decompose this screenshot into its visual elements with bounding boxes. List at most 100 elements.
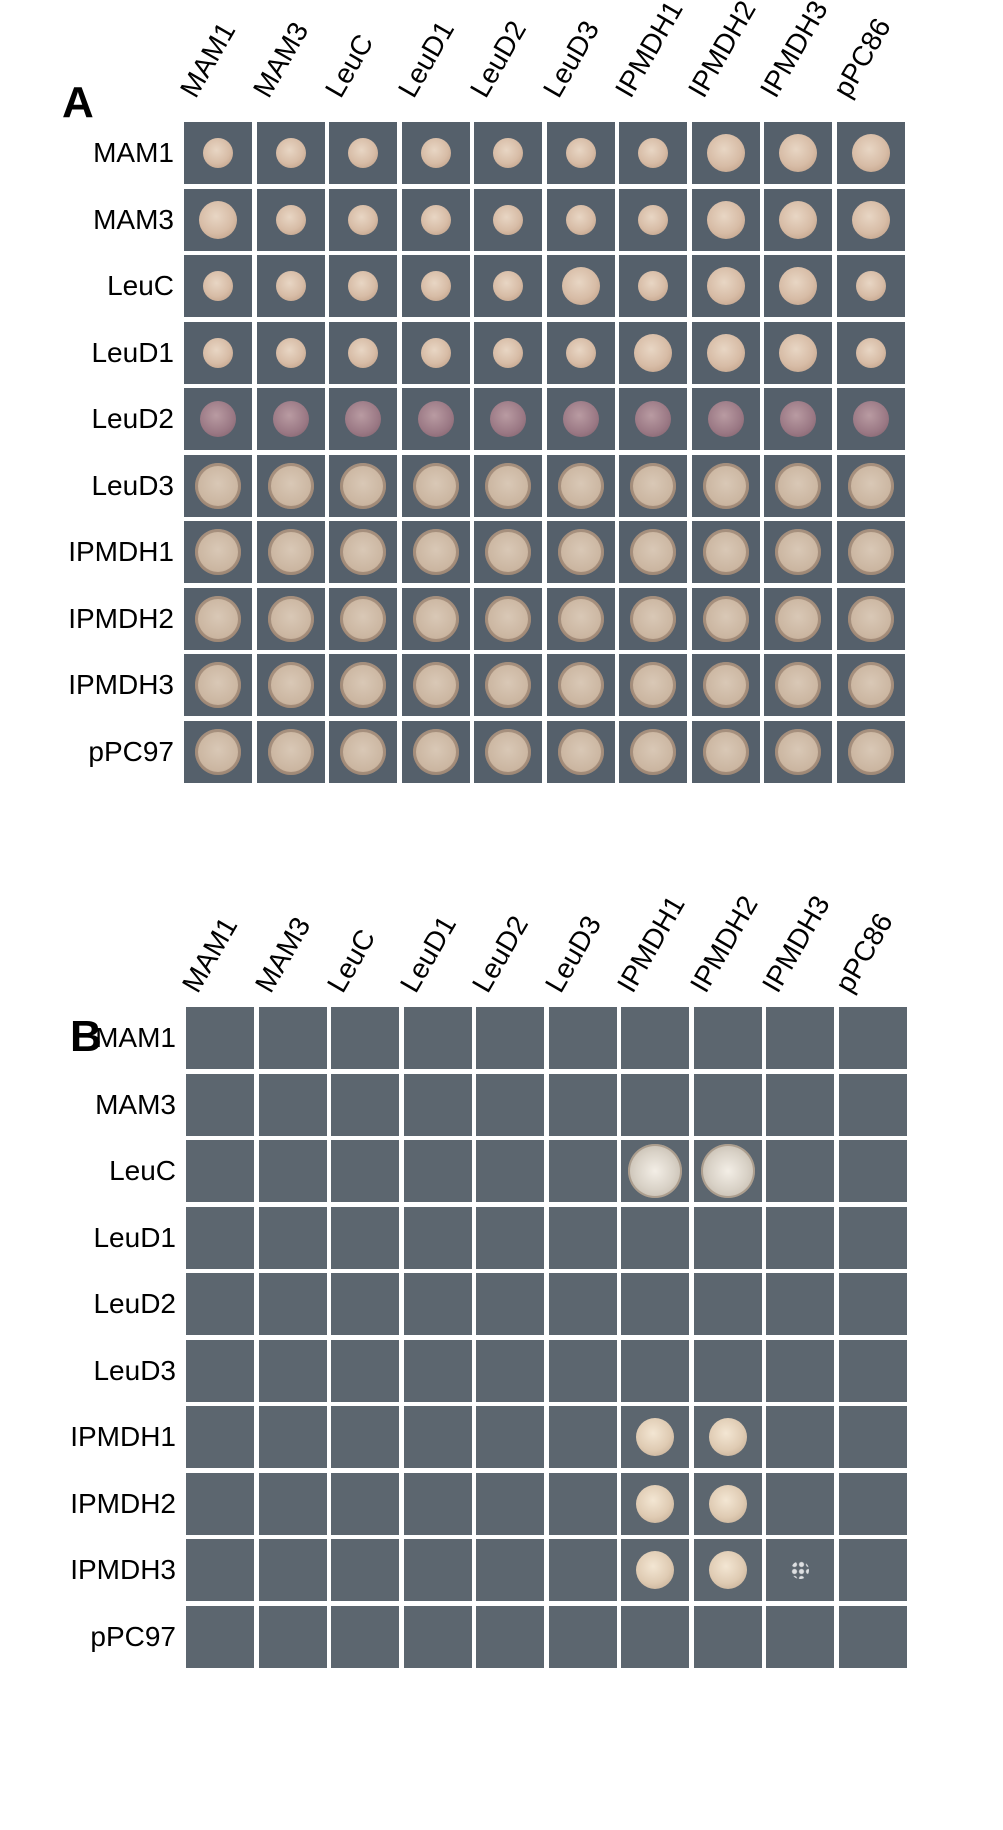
yeast-colony xyxy=(493,204,523,235)
panel-b: B MAM1 MAM3 LeuC LeuD1 LeuD2 LeuD3 IPMDH1 IPMDH… xyxy=(0,890,1003,1830)
yeast-colony xyxy=(340,595,386,642)
plate-cell xyxy=(329,720,397,783)
yeast-colony xyxy=(485,662,531,708)
plate-cell xyxy=(619,388,687,450)
plate-cell xyxy=(619,122,687,184)
yeast-colony xyxy=(638,138,668,168)
plate-cell xyxy=(764,122,832,184)
column-label: MAM1 xyxy=(174,16,242,103)
yeast-colony xyxy=(272,401,309,437)
plate-cell xyxy=(693,1140,762,1202)
yeast-colony xyxy=(485,595,531,642)
plate-cell xyxy=(186,1206,254,1269)
plate-cell xyxy=(691,521,760,583)
plate-cell xyxy=(184,188,252,251)
row-label: MAM3 xyxy=(93,203,174,235)
plate-cell xyxy=(474,321,542,384)
plate-cell xyxy=(838,1339,907,1402)
panel-letter: A xyxy=(62,78,94,127)
plate-cell xyxy=(403,1605,472,1668)
plate-cell xyxy=(621,1073,689,1136)
plate-cell xyxy=(476,1206,544,1269)
plate-cell xyxy=(548,1007,617,1069)
plate-cell xyxy=(619,188,687,251)
column-label: LeuD1 xyxy=(391,15,460,103)
yeast-colony xyxy=(791,1561,809,1579)
plate-cell xyxy=(329,188,397,251)
plate-cell xyxy=(693,1206,762,1269)
plate-cell xyxy=(619,255,687,317)
plate-cell xyxy=(474,188,542,251)
plate-cell xyxy=(258,1206,327,1269)
yeast-colony xyxy=(412,728,459,775)
plate-cell xyxy=(691,454,760,517)
yeast-colony xyxy=(707,401,744,437)
yeast-colony xyxy=(702,662,749,708)
row-label: IPMDH1 xyxy=(68,536,174,567)
yeast-colony xyxy=(708,1484,747,1523)
plate-cell xyxy=(401,188,470,251)
yeast-colony xyxy=(412,662,459,708)
column-label: LeuC xyxy=(321,924,382,998)
plate-cell xyxy=(403,1273,472,1335)
column-label: IPMDH3 xyxy=(754,0,834,103)
plate-cell xyxy=(403,1007,472,1069)
plate-cell xyxy=(693,1605,762,1668)
plate-cell xyxy=(693,1273,762,1335)
column-label: LeuD1 xyxy=(393,910,462,998)
plate-cell xyxy=(766,1206,834,1269)
plate-cell xyxy=(838,1539,907,1601)
plate-cell xyxy=(836,654,905,716)
plate-cell xyxy=(401,122,470,184)
plate-cell xyxy=(548,1406,617,1468)
plate-cell xyxy=(476,1140,544,1202)
plate-cell xyxy=(331,1140,399,1202)
plate-cell xyxy=(184,521,252,583)
plate-cell xyxy=(401,654,470,716)
plate-cell xyxy=(474,255,542,317)
yeast-colony xyxy=(779,200,817,239)
yeast-colony xyxy=(275,138,306,168)
row-label: LeuC xyxy=(107,270,174,301)
plate-cell xyxy=(693,1073,762,1136)
plate-cell xyxy=(766,1472,834,1535)
plate-cell xyxy=(766,1007,834,1069)
yeast-colony xyxy=(634,333,672,372)
plate-cell xyxy=(836,388,905,450)
yeast-colony xyxy=(565,337,596,368)
plate-cell xyxy=(619,521,687,583)
plate-cell xyxy=(184,255,252,317)
plate-cell xyxy=(621,1339,689,1402)
row-label: IPMDH3 xyxy=(70,1554,176,1585)
plate-cell xyxy=(836,454,905,517)
yeast-colony xyxy=(775,662,821,708)
plate-cell xyxy=(186,1539,254,1601)
plate-cell xyxy=(691,188,760,251)
yeast-colony xyxy=(203,337,233,368)
plate-cell xyxy=(838,1406,907,1468)
plate-cell xyxy=(693,1007,762,1069)
plate-cell xyxy=(766,1273,834,1335)
plate-cell xyxy=(331,1539,399,1601)
panel-a: A MAM1 MAM3 LeuC LeuD1 LeuD2 LeuD3 IPMDH1 IPMDH… xyxy=(62,0,905,783)
yeast-colony xyxy=(702,728,749,775)
yeast-colony xyxy=(275,337,306,368)
plate-cell xyxy=(693,1339,762,1402)
yeast-colony xyxy=(700,1144,755,1198)
plate-cell xyxy=(474,521,542,583)
plate-cell xyxy=(621,1539,689,1601)
plate-cell xyxy=(258,1539,327,1601)
plate-cell xyxy=(329,388,397,450)
plate-cell xyxy=(764,255,832,317)
yeast-colony xyxy=(199,200,237,239)
yeast-colony xyxy=(412,529,459,575)
plate-cell xyxy=(329,587,397,650)
plate-cell xyxy=(836,321,905,384)
plate-cell xyxy=(401,255,470,317)
plate-cell xyxy=(474,587,542,650)
row-label: IPMDH1 xyxy=(70,1421,176,1452)
plate-cell xyxy=(256,454,325,517)
plate-cell xyxy=(184,321,252,384)
plate-cell xyxy=(548,1539,617,1601)
yeast-colony xyxy=(420,204,451,235)
